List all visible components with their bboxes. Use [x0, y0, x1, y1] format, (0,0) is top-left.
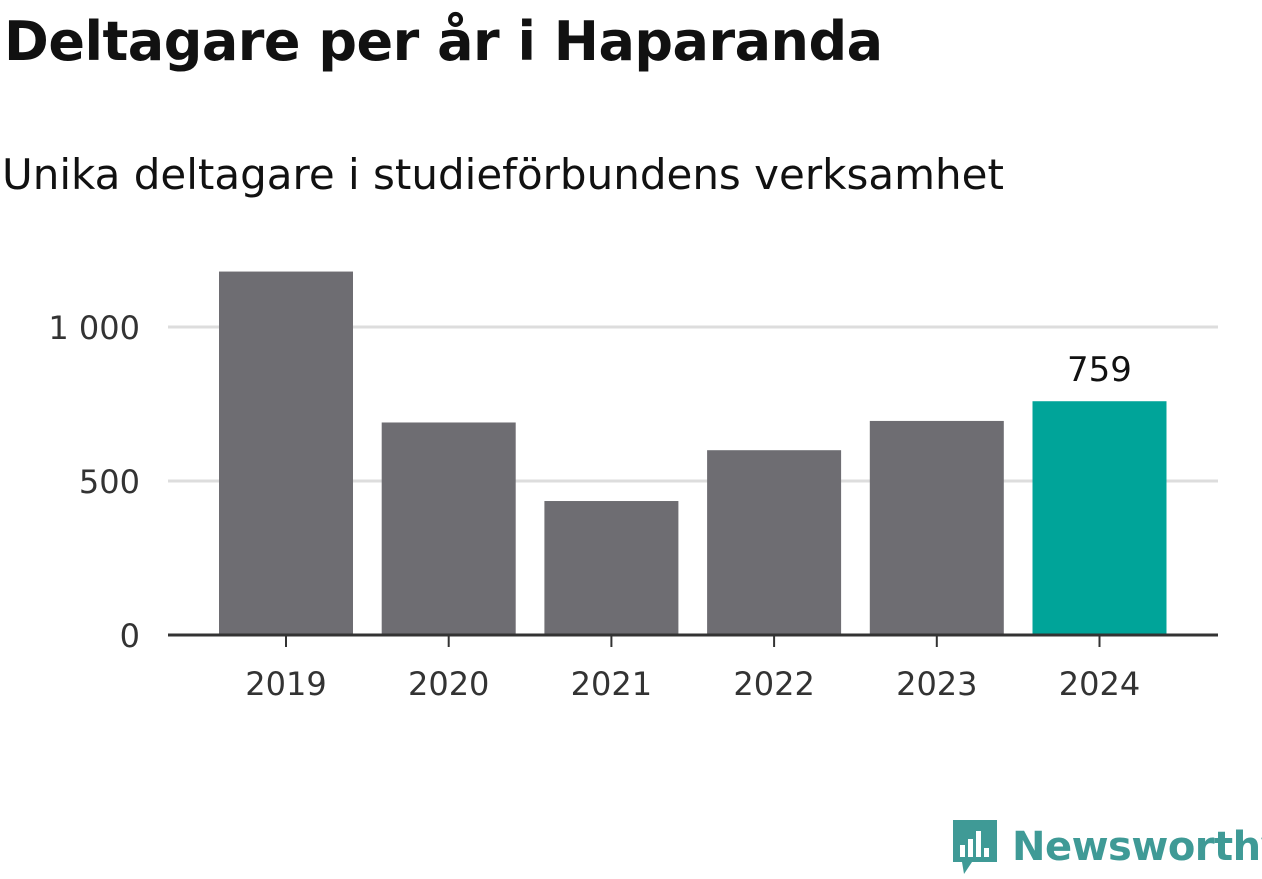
chart-subtitle: Unika deltagare i studieförbundens verks… — [2, 150, 1004, 199]
y-tick-label: 500 — [79, 463, 140, 501]
x-tick-label: 2022 — [733, 665, 814, 703]
newsworthy-chart-bubble-icon — [953, 820, 997, 874]
data-label: 759 — [1067, 350, 1132, 390]
x-tick-label: 2020 — [408, 665, 489, 703]
newsworthy-logo: Newsworthy — [950, 818, 1262, 876]
axes — [168, 633, 1218, 647]
x-tick-label: 2024 — [1059, 665, 1140, 703]
bar-2023 — [869, 420, 1004, 635]
x-tick-label: 2023 — [896, 665, 977, 703]
y-tick-label: 0 — [120, 617, 140, 655]
bar-2021 — [544, 501, 679, 635]
logo-text: Newsworthy — [1012, 824, 1262, 870]
x-tick-label: 2019 — [245, 665, 326, 703]
bars — [219, 271, 1167, 635]
y-tick-label: 1 000 — [48, 309, 140, 347]
bar-2024 — [1032, 401, 1167, 635]
bar-2020 — [381, 422, 516, 635]
chart-title: Deltagare per år i Haparanda — [4, 10, 883, 73]
axis-labels: 0 500 1 000 2019 2020 2021 2022 2023 2024 759 — [48, 309, 1140, 703]
x-tick-label: 2021 — [571, 665, 652, 703]
bar-2019 — [219, 271, 353, 635]
bar-2022 — [707, 450, 842, 635]
